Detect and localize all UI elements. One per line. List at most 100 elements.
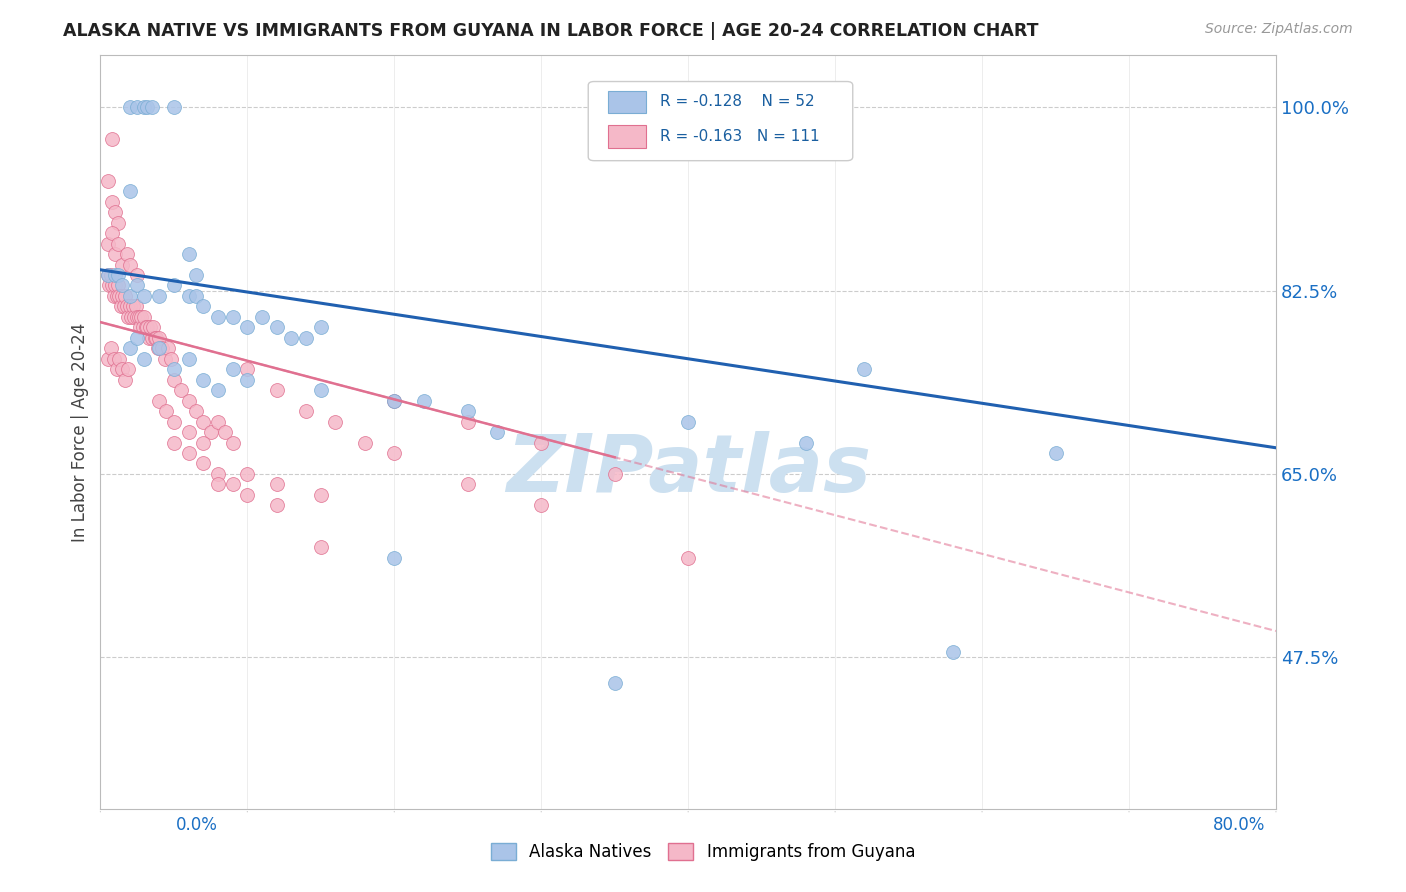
Point [98,278,121,293]
Point [100,268,122,282]
Point [148,289,170,303]
Point [104,205,127,219]
Point [156,341,179,355]
Point [295,331,318,345]
Point [155,404,177,418]
Point [160,351,183,366]
Point [794,435,817,450]
Point [118,300,141,314]
Point [136,320,159,334]
Point [853,362,876,376]
Point [107,268,129,282]
Point [266,477,288,491]
Point [134,101,156,115]
Point [177,289,200,303]
Point [146,341,169,355]
Point [148,393,170,408]
Legend: Alaska Natives, Immigrants from Guyana: Alaska Natives, Immigrants from Guyana [484,836,922,868]
Point [163,373,186,387]
Point [117,310,139,324]
Point [184,404,207,418]
Point [382,550,405,565]
Point [309,383,332,397]
Point [118,184,141,198]
Point [115,300,138,314]
Point [942,645,965,659]
Point [134,310,156,324]
Point [457,477,479,491]
Point [97,174,120,188]
Point [603,467,626,481]
Point [221,310,243,324]
Point [134,351,156,366]
Point [382,393,405,408]
Point [101,132,124,146]
Point [163,278,186,293]
Point [111,289,134,303]
Point [193,373,215,387]
Text: 80.0%: 80.0% [1213,815,1265,833]
Text: Source: ZipAtlas.com: Source: ZipAtlas.com [1205,22,1353,37]
Point [309,320,332,334]
Point [101,226,124,240]
Point [127,268,149,282]
Point [138,331,160,345]
Point [107,216,129,230]
Text: ALASKA NATIVE VS IMMIGRANTS FROM GUYANA IN LABOR FORCE | AGE 20-24 CORRELATION C: ALASKA NATIVE VS IMMIGRANTS FROM GUYANA … [63,22,1039,40]
Point [134,289,156,303]
Point [177,425,200,439]
Point [236,362,259,376]
Point [1045,446,1067,460]
Point [184,268,207,282]
Point [163,101,186,115]
Point [184,289,207,303]
Point [112,300,135,314]
Point [325,415,347,429]
Point [136,101,159,115]
Point [486,425,509,439]
Point [530,435,553,450]
Point [266,499,288,513]
Text: R = -0.163   N = 111: R = -0.163 N = 111 [659,129,820,144]
Point [107,236,129,251]
Point [114,289,136,303]
Point [108,351,131,366]
Point [163,435,186,450]
Point [309,541,332,555]
Point [101,278,124,293]
Point [236,488,259,502]
Point [250,310,273,324]
Point [120,310,142,324]
Point [117,362,139,376]
Point [221,362,243,376]
Point [127,278,149,293]
Point [127,310,149,324]
Point [132,320,155,334]
Point [214,425,236,439]
Point [114,373,136,387]
Point [221,435,243,450]
Point [148,341,170,355]
Point [236,320,259,334]
Point [111,278,134,293]
Point [104,278,127,293]
Point [207,415,229,429]
Point [100,341,122,355]
Bar [609,125,645,148]
Point [118,289,141,303]
Point [603,676,626,690]
Point [148,331,170,345]
Point [111,258,134,272]
Text: R = -0.128    N = 52: R = -0.128 N = 52 [659,95,814,110]
Point [143,331,166,345]
Point [193,457,215,471]
Text: ZIPatlas: ZIPatlas [506,431,870,508]
Point [266,320,288,334]
Point [221,477,243,491]
Point [676,550,699,565]
Point [110,300,132,314]
Point [457,404,479,418]
Point [108,289,131,303]
Point [97,236,120,251]
Point [177,393,200,408]
